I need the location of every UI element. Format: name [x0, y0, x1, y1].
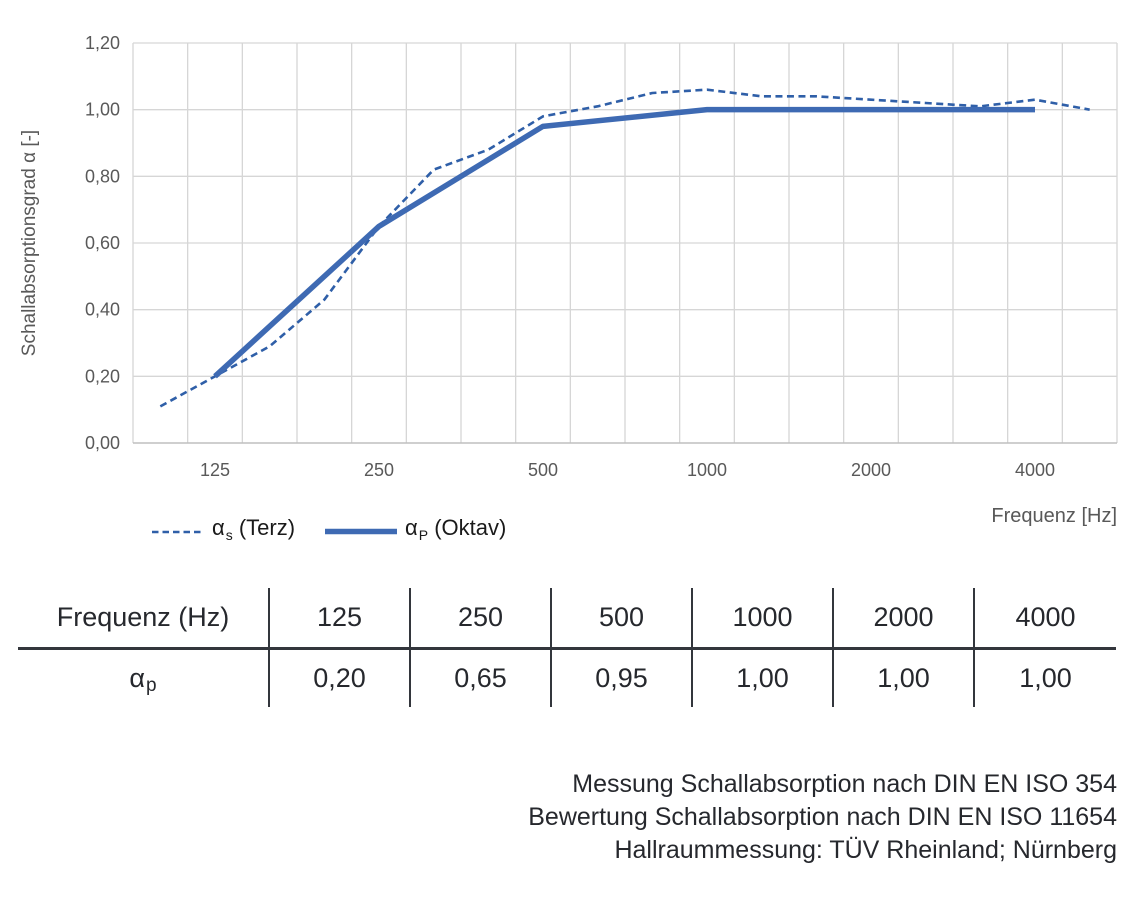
absorption-table: Frequenz (Hz) 125 250 500 1000 2000 4000 α p 0,2… [18, 588, 1116, 707]
table-header-cell: 1000 [693, 588, 834, 650]
absorption-chart: 1,20 1,00 0,80 0,60 0,40 0,20 0,00 125 250 500 100… [85, 33, 1118, 480]
legend-label: αs (Terz) [212, 515, 296, 543]
table-value-cell: 0,95 [552, 650, 693, 707]
y-tick-label: 0,60 [85, 233, 120, 253]
notes: Messung Schallabsorption nach DIN EN ISO… [528, 768, 1117, 867]
x-tick-label: 4000 [1015, 460, 1055, 480]
x-tick-label: 2000 [851, 460, 891, 480]
y-tick-label: 0,00 [85, 433, 120, 453]
x-tick-label: 500 [528, 460, 558, 480]
x-tick-label: 250 [364, 460, 394, 480]
note-line: Bewertung Schallabsorption nach DIN EN I… [528, 803, 1117, 831]
table-header-cell: 500 [552, 588, 693, 650]
y-tick-label: 1,20 [85, 33, 120, 53]
table-value-cell: 1,00 [834, 650, 975, 707]
legend-label: αP (Oktav) [405, 515, 507, 543]
table-header-cell: Frequenz (Hz) [18, 588, 270, 650]
table-header-cell: 250 [411, 588, 552, 650]
legend-solid-line-sample [325, 515, 398, 541]
table-value-cell: 1,00 [693, 650, 834, 707]
series-alpha-p-oktav-line [213, 106, 1035, 379]
table-header-cell: 2000 [834, 588, 975, 650]
note-line: Messung Schallabsorption nach DIN EN ISO… [572, 770, 1117, 798]
y-tick-label: 1,00 [85, 100, 120, 120]
table-header-cell: 125 [270, 588, 411, 650]
y-tick-label: 0,20 [85, 366, 120, 386]
x-tick-label: 125 [200, 460, 230, 480]
table-value-cell: 0,20 [270, 650, 411, 707]
legend-dashed-line-sample [152, 515, 204, 541]
legend-item: αs (Terz) [152, 515, 296, 543]
chart-legend: αs (Terz) αP (Oktav) [152, 512, 506, 544]
table-value-cell: 0,65 [411, 650, 552, 707]
table-value-cell: 1,00 [1019, 663, 1072, 693]
y-tick-label: 0,80 [85, 166, 120, 186]
note-line: Hallraummessung: TÜV Rheinland; Nürnberg [614, 836, 1117, 864]
y-tick-label: 0,40 [85, 300, 120, 320]
y-axis-title: Schallabsorptionsgrad α [-] [19, 129, 40, 357]
table-header-row: Frequenz (Hz) 125 250 500 1000 2000 4000 [18, 588, 1116, 650]
table-value-row: α p 0,20 0,65 0,95 1,00 1,00 1,00 [18, 650, 1116, 707]
series-alpha-s-terz-line [159, 88, 1090, 408]
x-axis-title: Frequenz [Hz] [991, 505, 1117, 527]
legend-item: αP (Oktav) [325, 515, 507, 543]
table-header-cell: 4000 [975, 588, 1116, 650]
x-tick-label: 1000 [687, 460, 727, 480]
